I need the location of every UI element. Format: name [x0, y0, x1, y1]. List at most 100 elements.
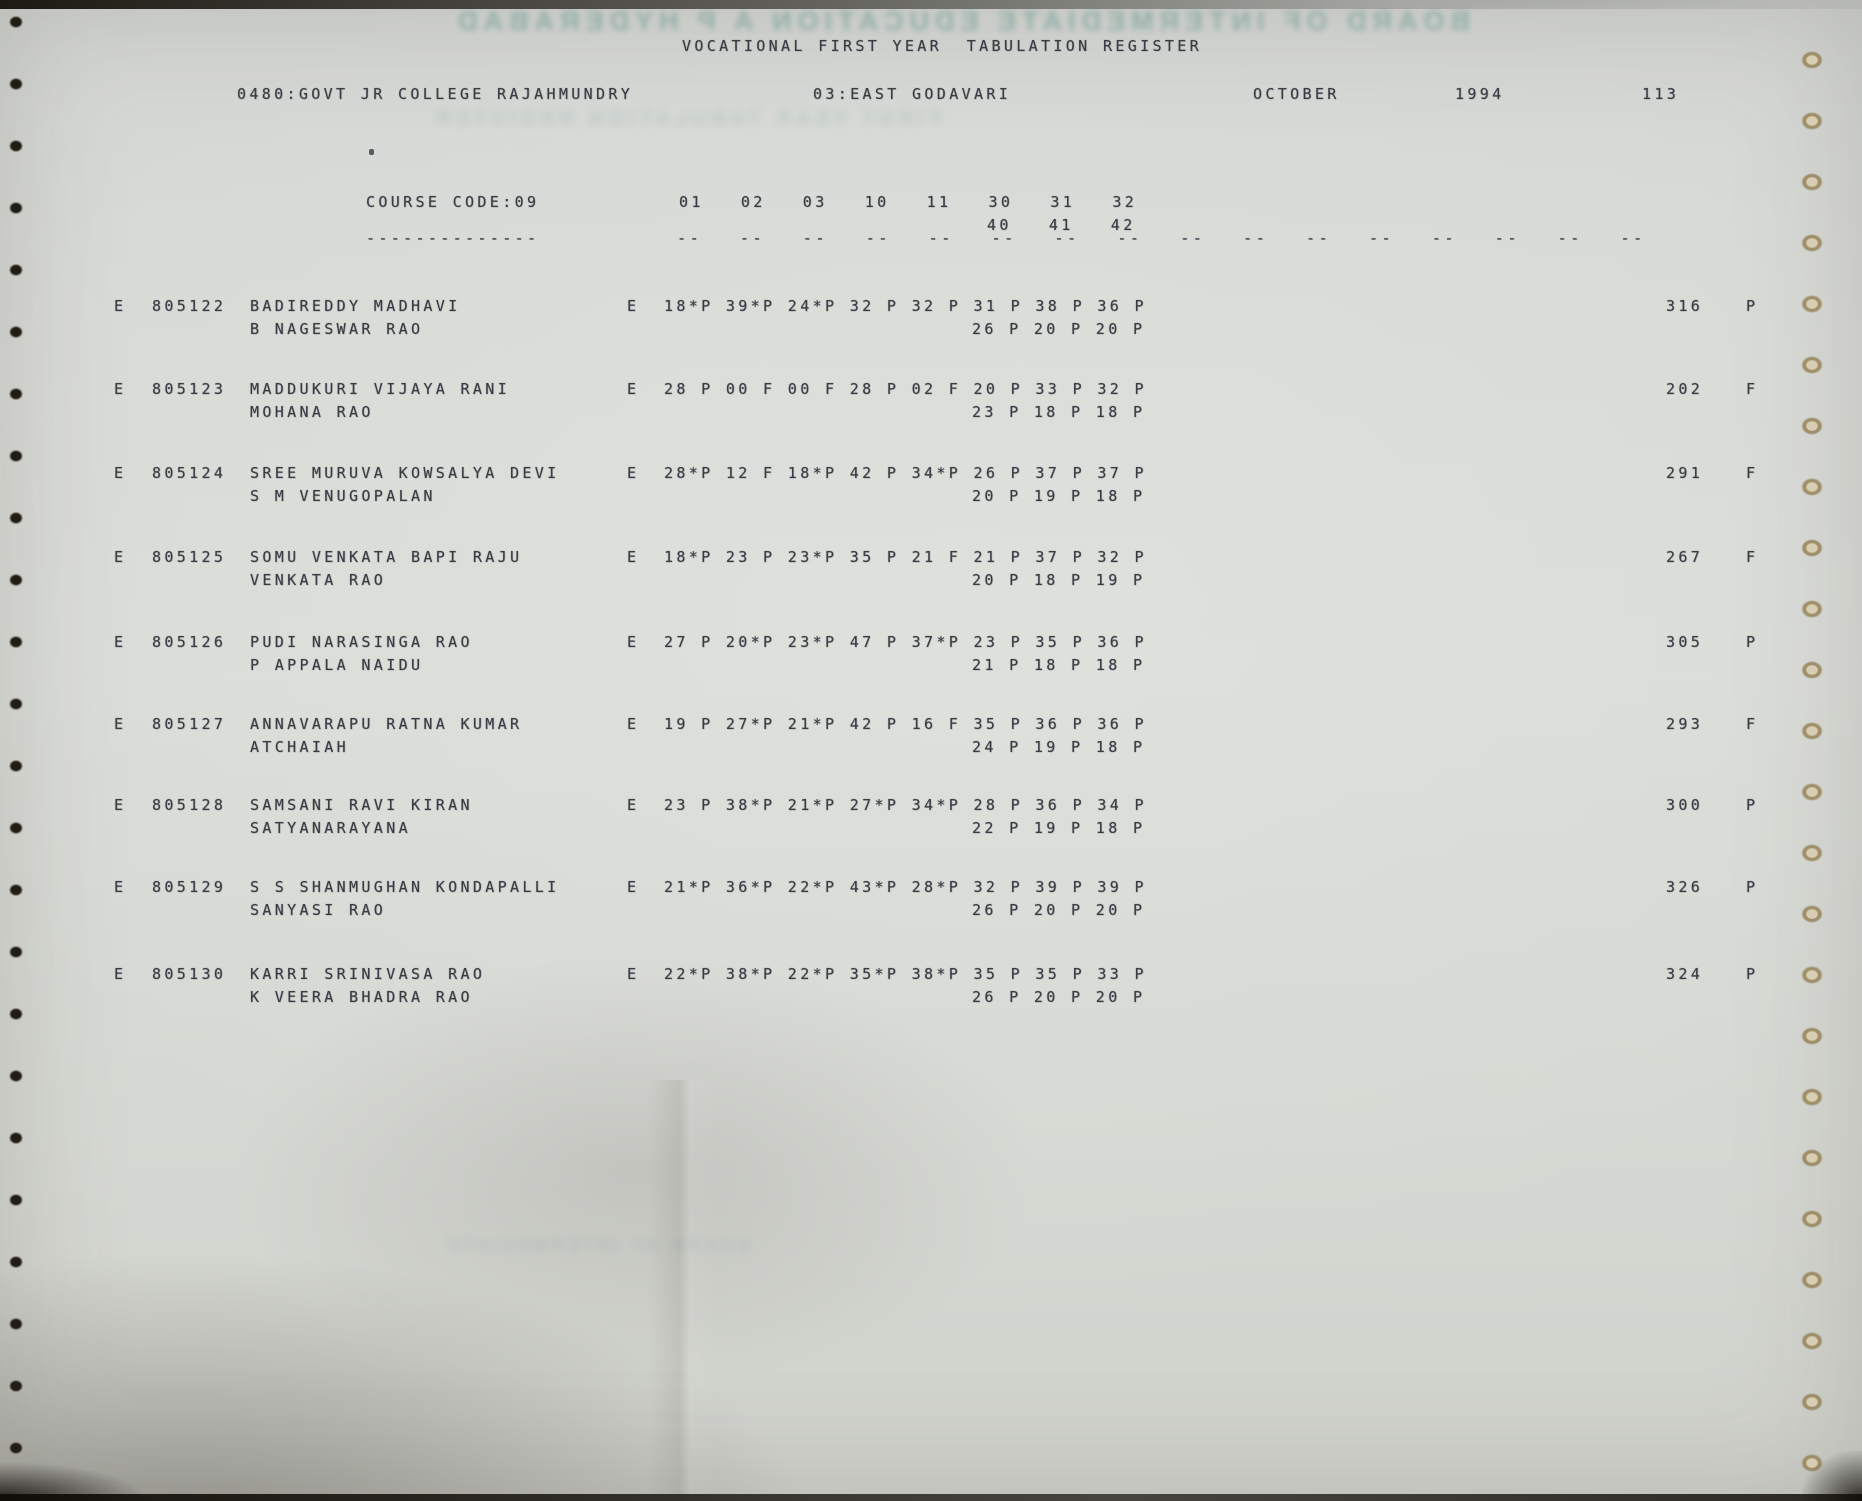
subject-codes-row1: 01 02 03 10 11 30 31 32: [679, 193, 1138, 211]
exam-year: 1994: [1455, 85, 1505, 103]
parent-name: MOHANA RAO: [250, 403, 374, 421]
parent-name: K VEERA BHADRA RAO: [250, 988, 473, 1006]
photo-edge-top: [0, 0, 1862, 9]
marks-line2: 24 P 19 P 18 P: [972, 738, 1146, 756]
exam-flag: E: [114, 715, 127, 733]
result-flag: P: [1746, 297, 1759, 315]
student-name: MADDUKURI VIJAYA RANI: [250, 380, 510, 398]
student-name: SAMSANI RAVI KIRAN: [250, 796, 473, 814]
parent-name: S M VENUGOPALAN: [250, 487, 436, 505]
marks-line2: 21 P 18 P 18 P: [972, 656, 1146, 674]
medium-flag: E: [627, 297, 640, 315]
total-marks: 267: [1666, 548, 1704, 566]
total-marks: 316: [1666, 297, 1704, 315]
bleedthrough-text-top: BOARD OF INTERMEDIATE EDUCATION A P HYDE…: [451, 6, 1470, 36]
table-row: E 805123 MADDUKURI VIJAYA RANI E 28 P 00…: [0, 381, 1862, 433]
marks-line1: 18*P 39*P 24*P 32 P 32 P 31 P 38 P 36 P: [664, 297, 1147, 315]
student-name: KARRI SRINIVASA RAO: [250, 965, 486, 983]
exam-flag: E: [114, 548, 127, 566]
result-flag: P: [1746, 633, 1759, 651]
marks-line2: 20 P 18 P 19 P: [972, 571, 1146, 589]
exam-flag: E: [114, 965, 127, 983]
marks-line2: 23 P 18 P 18 P: [972, 403, 1146, 421]
marks-line1: 23 P 38*P 21*P 27*P 34*P 28 P 36 P 34 P: [664, 796, 1147, 814]
marks-line1: 28*P 12 F 18*P 42 P 34*P 26 P 37 P 37 P: [664, 464, 1147, 482]
photo-corner-bottom-left: [0, 1461, 150, 1501]
exam-flag: E: [114, 464, 127, 482]
medium-flag: E: [627, 548, 640, 566]
marks-line2: 22 P 19 P 18 P: [972, 819, 1146, 837]
register-number: 805126: [152, 633, 227, 651]
total-marks: 300: [1666, 796, 1704, 814]
table-row: E 805126 PUDI NARASINGA RAO E 27 P 20*P …: [0, 634, 1862, 686]
exam-flag: E: [114, 796, 127, 814]
student-name: PUDI NARASINGA RAO: [250, 633, 473, 651]
photo-edge-bottom: [0, 1494, 1862, 1501]
page-title: VOCATIONAL FIRST YEAR TABULATION REGISTE…: [682, 37, 1202, 55]
total-marks: 305: [1666, 633, 1704, 651]
student-name: SOMU VENKATA BAPI RAJU: [250, 548, 523, 566]
marks-line2: 20 P 19 P 18 P: [972, 487, 1146, 505]
parent-name: SANYASI RAO: [250, 901, 387, 919]
register-number: 805123: [152, 380, 227, 398]
table-row: E 805127 ANNAVARAPU RATNA KUMAR E 19 P 2…: [0, 716, 1862, 768]
marks-line1: 21*P 36*P 22*P 43*P 28*P 32 P 39 P 39 P: [664, 878, 1147, 896]
punch-holes-right: [1794, 46, 1830, 1501]
result-flag: P: [1746, 878, 1759, 896]
result-flag: F: [1746, 464, 1759, 482]
table-row: E 805130 KARRI SRINIVASA RAO E 22*P 38*P…: [0, 966, 1862, 1018]
marks-line2: 26 P 20 P 20 P: [972, 320, 1146, 338]
table-row: E 805128 SAMSANI RAVI KIRAN E 23 P 38*P …: [0, 797, 1862, 849]
register-number: 805129: [152, 878, 227, 896]
result-flag: P: [1746, 965, 1759, 983]
parent-name: SATYANARAYANA: [250, 819, 411, 837]
marks-line1: 18*P 23 P 23*P 35 P 21 F 21 P 37 P 32 P: [664, 548, 1147, 566]
exam-flag: E: [114, 878, 127, 896]
binding-holes-left: [2, 8, 36, 1486]
result-flag: F: [1746, 715, 1759, 733]
photo-corner-bottom-right: [1802, 1451, 1862, 1501]
page-number: 113: [1642, 85, 1680, 103]
result-flag: F: [1746, 380, 1759, 398]
print-speck: [369, 149, 374, 155]
exam-month: OCTOBER: [1253, 85, 1340, 103]
parent-name: B NAGESWAR RAO: [250, 320, 424, 338]
medium-flag: E: [627, 965, 640, 983]
student-name: BADIREDDY MADHAVI: [250, 297, 461, 315]
parent-name: VENKATA RAO: [250, 571, 387, 589]
register-number: 805125: [152, 548, 227, 566]
register-number: 805128: [152, 796, 227, 814]
paper-crease: [648, 1080, 718, 1501]
parent-name: P APPALA NAIDU: [250, 656, 424, 674]
medium-flag: E: [627, 878, 640, 896]
total-marks: 291: [1666, 464, 1704, 482]
marks-line1: 28 P 00 F 00 F 28 P 02 F 20 P 33 P 32 P: [664, 380, 1147, 398]
marks-line1: 27 P 20*P 23*P 47 P 37*P 23 P 35 P 36 P: [664, 633, 1147, 651]
exam-flag: E: [114, 633, 127, 651]
student-name: ANNAVARAPU RATNA KUMAR: [250, 715, 523, 733]
table-row: E 805125 SOMU VENKATA BAPI RAJU E 18*P 2…: [0, 549, 1862, 601]
subject-codes-row2: 40 41 42: [987, 216, 1136, 234]
marks-line1: 22*P 38*P 22*P 35*P 38*P 35 P 35 P 33 P: [664, 965, 1147, 983]
total-marks: 293: [1666, 715, 1704, 733]
register-number: 805127: [152, 715, 227, 733]
medium-flag: E: [627, 715, 640, 733]
result-flag: F: [1746, 548, 1759, 566]
medium-flag: E: [627, 633, 640, 651]
course-code-label: COURSE CODE:09: [366, 193, 540, 211]
table-row: E 805124 SREE MURUVA KOWSALYA DEVI E 28*…: [0, 465, 1862, 517]
marks-line1: 19 P 27*P 21*P 42 P 16 F 35 P 36 P 36 P: [664, 715, 1147, 733]
bleedthrough-text-mid: FIRST YEAR TABULATION REGISTER: [431, 108, 940, 130]
college-name: 0480:GOVT JR COLLEGE RAJAHMUNDRY: [237, 85, 634, 103]
total-marks: 324: [1666, 965, 1704, 983]
medium-flag: E: [627, 796, 640, 814]
exam-flag: E: [114, 380, 127, 398]
table-row: E 805129 S S SHANMUGHAN KONDAPALLI E 21*…: [0, 879, 1862, 931]
register-number: 805122: [152, 297, 227, 315]
total-marks: 202: [1666, 380, 1704, 398]
student-name: SREE MURUVA KOWSALYA DEVI: [250, 464, 560, 482]
course-code-rule: --------------: [366, 229, 540, 247]
column-rules: -- -- -- -- -- -- -- -- -- -- -- -- -- -…: [677, 229, 1646, 247]
marks-line2: 26 P 20 P 20 P: [972, 901, 1146, 919]
